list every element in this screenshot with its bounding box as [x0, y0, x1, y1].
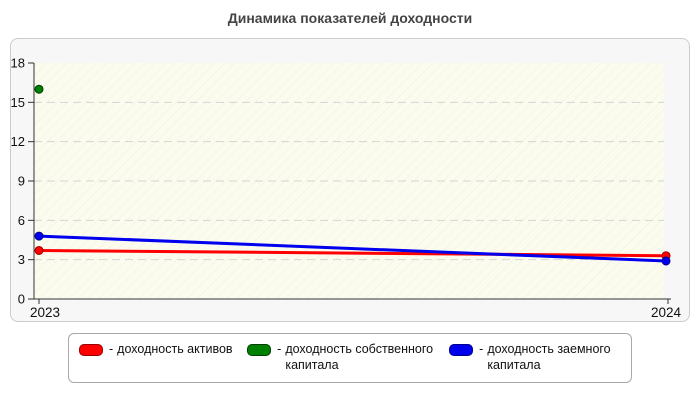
page-title: Динамика показателей доходности — [227, 10, 473, 26]
svg-text:3: 3 — [18, 252, 25, 267]
legend-dash: - — [109, 342, 114, 356]
red-series-swatch-icon — [79, 344, 103, 356]
svg-text:0: 0 — [18, 292, 25, 307]
blue-series-swatch-icon — [449, 344, 474, 356]
plot-area: 0 3 6 9 12 15 18 2023 2024 — [11, 56, 682, 321]
chart-panel: 0 3 6 9 12 15 18 2023 2024 — [10, 38, 690, 322]
green-series-swatch-icon — [247, 344, 272, 356]
legend-label: доходность собственного капитала — [285, 342, 434, 372]
legend-label: доходность активов — [117, 342, 233, 356]
legend-item-equity: - доходность собственного капитала — [247, 342, 449, 373]
legend-item-debt: - доходность заемного капитала — [449, 342, 631, 373]
svg-text:12: 12 — [11, 134, 25, 149]
svg-text:2023: 2023 — [30, 305, 60, 320]
svg-text:15: 15 — [11, 95, 25, 110]
legend-item-assets: - доходность активов — [79, 342, 247, 358]
profitability-line-chart: 0 3 6 9 12 15 18 2023 2024 — [11, 56, 682, 321]
svg-text:9: 9 — [18, 174, 25, 189]
legend: - доходность активов - доходность собств… — [68, 333, 632, 383]
legend-dash: - — [479, 342, 484, 356]
legend-label: доходность заемного капитала — [487, 342, 611, 372]
svg-text:6: 6 — [18, 213, 25, 228]
svg-text:18: 18 — [11, 56, 25, 71]
svg-text:2024: 2024 — [651, 305, 682, 320]
legend-dash: - — [277, 342, 282, 356]
